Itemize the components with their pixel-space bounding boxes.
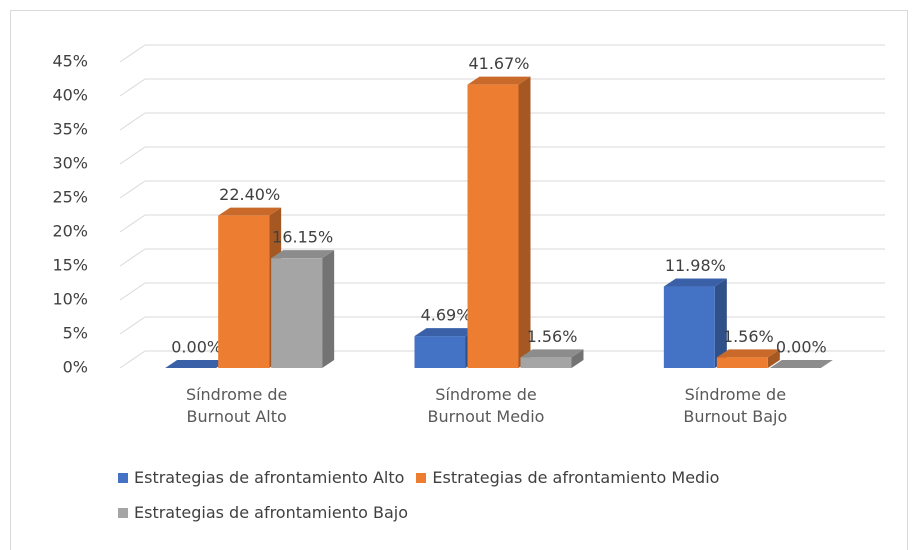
bar xyxy=(271,258,323,368)
y-tick-label: 30% xyxy=(52,154,88,173)
legend-swatch xyxy=(416,472,427,483)
bar-top xyxy=(414,328,478,337)
y-tick-label: 20% xyxy=(52,222,88,241)
value-label: 0.00% xyxy=(776,338,827,357)
x-tick-label: Síndrome de Burnout Bajo xyxy=(683,385,788,426)
value-label: 22.40% xyxy=(219,185,280,204)
value-label: 4.69% xyxy=(421,306,472,325)
value-label: 1.56% xyxy=(723,327,774,346)
value-label: 16.15% xyxy=(272,228,333,247)
bar-top xyxy=(716,349,780,358)
bar-top xyxy=(520,349,584,358)
grid-side xyxy=(119,316,146,335)
bar-side xyxy=(571,349,584,368)
bar-side xyxy=(767,349,780,368)
y-tick-label: 45% xyxy=(52,52,88,71)
legend-item: Estrategias de afrontamiento Bajo xyxy=(118,503,408,522)
y-tick-label: 10% xyxy=(52,290,88,309)
bar-top xyxy=(218,207,282,216)
bar-top xyxy=(663,278,727,287)
bar-side xyxy=(518,76,531,369)
y-tick-label: 25% xyxy=(52,188,88,207)
bar-top xyxy=(769,360,833,368)
bar-top xyxy=(467,76,531,85)
grid-side xyxy=(119,112,146,131)
y-tick-label: 40% xyxy=(52,86,88,105)
bar-side xyxy=(322,250,335,368)
grid-side xyxy=(119,214,146,233)
legend-label: Estrategias de afrontamiento Alto xyxy=(134,468,405,487)
x-tick-label: Síndrome de Burnout Medio xyxy=(427,385,545,426)
legend-item: Estrategias de afrontamiento Medio xyxy=(416,468,719,487)
grid-side xyxy=(119,78,146,97)
bar xyxy=(218,215,270,368)
grid-side xyxy=(119,146,146,165)
value-label: 0.00% xyxy=(171,338,222,357)
grid-side xyxy=(119,350,146,369)
y-tick-label: 0% xyxy=(63,358,88,377)
y-tick-label: 35% xyxy=(52,120,88,139)
legend-label: Estrategias de afrontamiento Medio xyxy=(432,468,720,487)
legend-item: Estrategias de afrontamiento Alto xyxy=(118,468,404,487)
bar xyxy=(663,286,715,368)
bar-top xyxy=(271,250,335,259)
bar-side xyxy=(714,278,727,368)
grid-side xyxy=(119,282,146,301)
chart-frame xyxy=(10,10,908,550)
value-label: 11.98% xyxy=(665,256,726,275)
x-tick-label: Síndrome de Burnout Alto xyxy=(185,385,288,426)
y-tick-label: 5% xyxy=(63,324,88,343)
grid-side xyxy=(119,44,146,63)
legend-swatch xyxy=(118,472,128,483)
bar xyxy=(414,336,466,368)
bar xyxy=(520,357,572,368)
value-label: 41.67% xyxy=(468,54,529,73)
value-label: 1.56% xyxy=(527,327,578,346)
bar xyxy=(467,84,519,369)
legend-swatch xyxy=(118,507,128,518)
bar xyxy=(716,357,768,368)
grid-side xyxy=(119,180,146,199)
y-tick-label: 15% xyxy=(52,256,88,275)
grid-side xyxy=(119,248,146,267)
legend-label: Estrategias de afrontamiento Bajo xyxy=(134,503,408,522)
legend: Estrategias de afrontamiento Alto Estrate… xyxy=(118,468,878,522)
bar-top xyxy=(165,360,229,368)
